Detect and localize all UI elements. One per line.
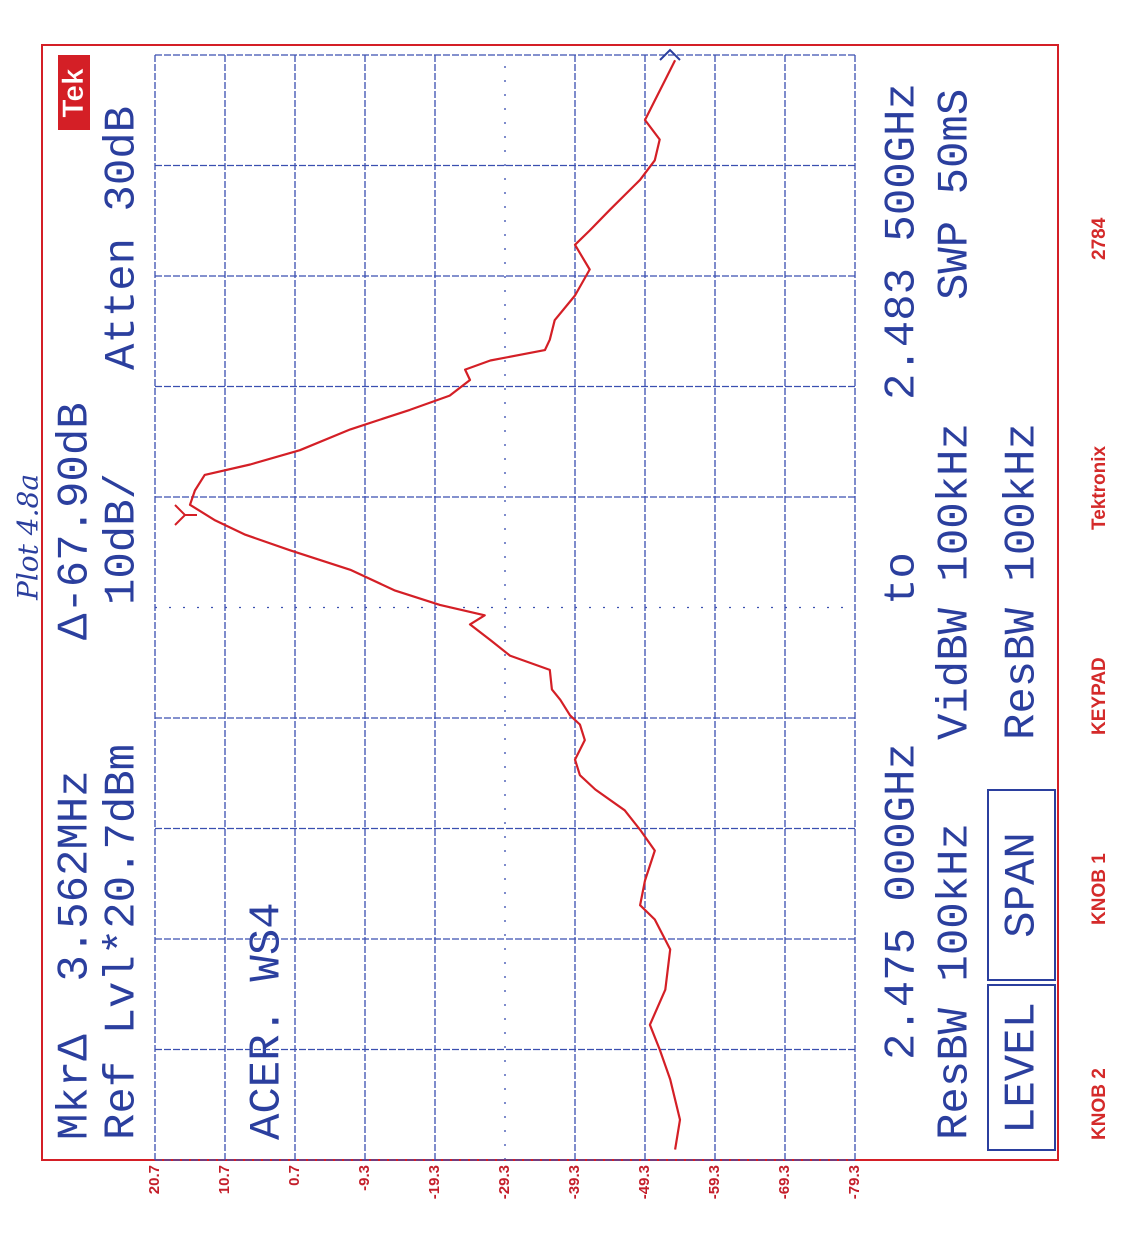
button-frame — [987, 789, 1056, 981]
plot-title: Plot 4.8a — [12, 474, 45, 601]
y-tick-label: -49.3 — [636, 1165, 653, 1199]
button-frame — [987, 984, 1056, 1151]
display: Plot 4.8a MkrΔ 3.562MHz Ref Lvl*20.7dBm … — [12, 44, 1110, 1199]
footer-label: 2784 — [1089, 217, 1110, 260]
border — [41, 44, 1059, 1161]
y-tick-label: 20.7 — [146, 1165, 163, 1194]
delta-readout: Δ-67.90dB — [51, 402, 101, 640]
button[interactable]: LEVEL — [998, 1002, 1048, 1134]
y-tick-label: 10.7 — [216, 1165, 233, 1194]
scale: 10dB/ — [98, 473, 148, 605]
start-freq: 2.475 000GHz — [878, 743, 928, 1060]
ref-level: Ref Lvl*20.7dBm — [98, 744, 148, 1140]
footer-label: Tektronix — [1089, 445, 1110, 530]
logo: Tek — [57, 68, 90, 118]
sweep: SWP 50mS — [931, 89, 981, 300]
footer-label: KNOB 1 — [1089, 853, 1110, 925]
y-tick-label: 0.7 — [286, 1165, 303, 1186]
logo-box — [58, 55, 90, 130]
y-tick-label: -79.3 — [846, 1165, 863, 1199]
y-tick-label: -19.3 — [426, 1165, 443, 1199]
button[interactable]: SPAN — [998, 832, 1048, 938]
marker-symbol — [174, 504, 197, 526]
y-tick-label: -9.3 — [356, 1165, 373, 1191]
y-tick-label: -29.3 — [496, 1165, 513, 1199]
footer-label: KNOB 2 — [1089, 1068, 1110, 1140]
vid-bw: VidBW 100kHz — [931, 423, 981, 740]
trace-label: ACER. WS4 — [243, 902, 293, 1140]
marker-readout: MkrΔ 3.562MHz — [51, 770, 101, 1140]
y-tick-label: -59.3 — [706, 1165, 723, 1199]
attenuation: Atten 30dB — [98, 106, 148, 370]
res-bw: ResBW 100kHz — [931, 823, 981, 1140]
to-label: to — [878, 552, 928, 605]
footer-label: KEYPAD — [1089, 657, 1110, 735]
res-bw-2: ResBW 100kHz — [998, 423, 1048, 740]
y-tick-label: -69.3 — [776, 1165, 793, 1199]
marker-symbol — [659, 48, 681, 61]
trace — [188, 59, 682, 1150]
y-tick-label: -39.3 — [566, 1165, 583, 1199]
stop-freq: 2.483 500GHz — [878, 83, 928, 400]
